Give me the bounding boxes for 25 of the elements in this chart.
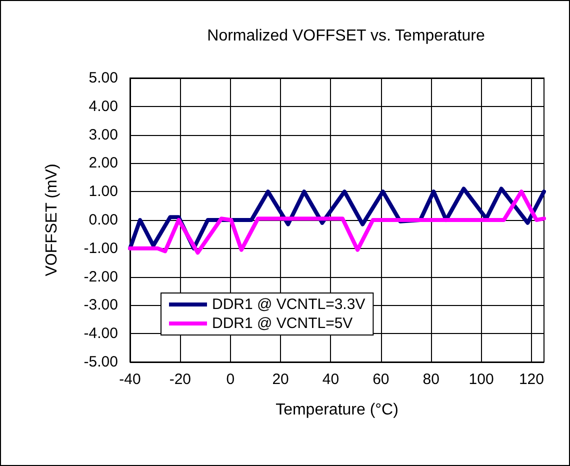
chart-title: Normalized VOFFSET vs. Temperature bbox=[207, 28, 485, 44]
y-tick-label: 3.00 bbox=[88, 126, 118, 144]
y-tick-label: 4.00 bbox=[88, 98, 118, 115]
x-tick-label: 40 bbox=[322, 371, 340, 388]
y-tick-label: -4.00 bbox=[84, 325, 118, 342]
y-tick-label: -1.00 bbox=[84, 240, 118, 257]
x-tick-label: 0 bbox=[226, 371, 235, 388]
y-tick-label: 1.00 bbox=[88, 183, 118, 200]
y-axis-title: VOFFSET (mV) bbox=[44, 164, 60, 276]
x-tick-label: -20 bbox=[169, 371, 192, 388]
x-tick-label: 100 bbox=[468, 371, 494, 388]
x-tick-label: 20 bbox=[272, 371, 289, 388]
x-tick-label: -40 bbox=[119, 371, 141, 388]
legend-label: DDR1 @ VCNTL=3.3V bbox=[212, 296, 366, 313]
y-tick-label: -5.00 bbox=[84, 354, 118, 370]
x-axis-title: Temperature (°C) bbox=[276, 402, 398, 418]
x-tick-label: 80 bbox=[422, 371, 440, 388]
y-tick-label: 5.00 bbox=[88, 70, 118, 86]
y-tick-label: -3.00 bbox=[84, 296, 118, 314]
x-tick-label: 60 bbox=[372, 371, 390, 388]
y-tick-label: 2.00 bbox=[88, 154, 118, 172]
x-tick-label: 120 bbox=[518, 371, 544, 388]
y-tick-label: 0.00 bbox=[88, 212, 118, 228]
y-tick-label: -2.00 bbox=[84, 268, 118, 286]
legend-label: DDR1 @ VCNTL=5V bbox=[212, 315, 353, 332]
